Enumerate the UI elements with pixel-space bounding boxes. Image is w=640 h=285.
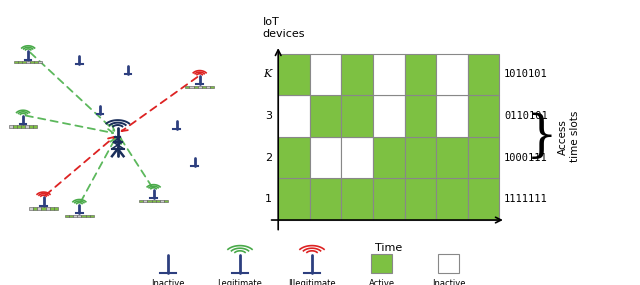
Bar bbox=[404, 95, 436, 137]
Bar bbox=[25, 125, 29, 128]
Text: 0110101: 0110101 bbox=[504, 111, 548, 121]
Text: 2: 2 bbox=[265, 152, 272, 163]
Bar bbox=[468, 137, 499, 178]
Bar bbox=[404, 178, 436, 220]
Bar bbox=[341, 54, 373, 95]
Bar bbox=[341, 137, 373, 178]
Bar bbox=[45, 207, 50, 210]
Bar bbox=[278, 95, 310, 137]
Text: }: } bbox=[526, 112, 558, 162]
Text: 1: 1 bbox=[265, 194, 272, 204]
Text: IoT
devices: IoT devices bbox=[262, 17, 305, 39]
Bar bbox=[278, 54, 310, 95]
Bar bbox=[69, 215, 73, 217]
Bar bbox=[468, 178, 499, 220]
Bar bbox=[404, 54, 436, 95]
Bar bbox=[152, 200, 156, 202]
Bar bbox=[373, 178, 404, 220]
Bar bbox=[22, 61, 26, 64]
Bar bbox=[438, 254, 460, 272]
Bar bbox=[341, 95, 373, 137]
Bar bbox=[210, 86, 214, 88]
Bar bbox=[436, 54, 468, 95]
Bar bbox=[278, 178, 310, 220]
Bar bbox=[373, 54, 404, 95]
Bar bbox=[18, 61, 22, 64]
Bar bbox=[310, 54, 341, 95]
Bar bbox=[341, 178, 373, 220]
Bar bbox=[436, 95, 468, 137]
Bar bbox=[30, 61, 35, 64]
Bar bbox=[81, 215, 86, 217]
Bar bbox=[186, 86, 189, 88]
Bar bbox=[278, 137, 310, 178]
Bar bbox=[164, 200, 168, 202]
Bar bbox=[38, 61, 42, 64]
Bar bbox=[35, 61, 38, 64]
Bar bbox=[33, 125, 37, 128]
Text: Access
time slots: Access time slots bbox=[558, 111, 580, 162]
Bar bbox=[198, 86, 202, 88]
Bar bbox=[143, 200, 147, 202]
Bar bbox=[468, 95, 499, 137]
Bar bbox=[13, 125, 17, 128]
Bar bbox=[373, 95, 404, 137]
Bar bbox=[436, 137, 468, 178]
Text: 1111111: 1111111 bbox=[504, 194, 548, 204]
Text: Active
time slot: Active time slot bbox=[364, 279, 400, 285]
Bar bbox=[202, 86, 206, 88]
Bar bbox=[90, 215, 93, 217]
Bar bbox=[42, 207, 45, 210]
Bar bbox=[73, 215, 77, 217]
Bar bbox=[50, 207, 54, 210]
Bar bbox=[29, 125, 33, 128]
Bar bbox=[468, 54, 499, 95]
Text: 3: 3 bbox=[265, 111, 272, 121]
Bar bbox=[160, 200, 164, 202]
Bar bbox=[310, 95, 341, 137]
Bar bbox=[436, 178, 468, 220]
Bar bbox=[37, 207, 42, 210]
Bar bbox=[65, 215, 69, 217]
Bar bbox=[373, 137, 404, 178]
Bar bbox=[77, 215, 81, 217]
Bar bbox=[9, 125, 13, 128]
Bar bbox=[193, 86, 198, 88]
Bar bbox=[310, 137, 341, 178]
Text: 1000111: 1000111 bbox=[504, 152, 548, 163]
Text: K: K bbox=[264, 69, 272, 80]
Bar bbox=[206, 86, 210, 88]
Text: Legitimate
IoT device: Legitimate IoT device bbox=[218, 279, 262, 285]
Bar bbox=[147, 200, 152, 202]
Text: Inactive
device: Inactive device bbox=[151, 279, 185, 285]
Bar bbox=[33, 207, 37, 210]
Bar bbox=[189, 86, 193, 88]
Text: Illegitimate
device: Illegitimate device bbox=[288, 279, 336, 285]
Bar bbox=[371, 254, 392, 272]
Bar bbox=[54, 207, 58, 210]
Bar bbox=[310, 178, 341, 220]
Bar bbox=[156, 200, 160, 202]
Bar bbox=[14, 61, 18, 64]
Bar bbox=[86, 215, 90, 217]
Bar bbox=[17, 125, 21, 128]
Text: Inactive
time slot: Inactive time slot bbox=[431, 279, 467, 285]
Bar bbox=[140, 200, 143, 202]
Text: Time: Time bbox=[375, 243, 403, 253]
Text: 1010101: 1010101 bbox=[504, 69, 548, 80]
Bar bbox=[21, 125, 25, 128]
Bar bbox=[26, 61, 30, 64]
Bar bbox=[29, 207, 33, 210]
Bar bbox=[404, 137, 436, 178]
